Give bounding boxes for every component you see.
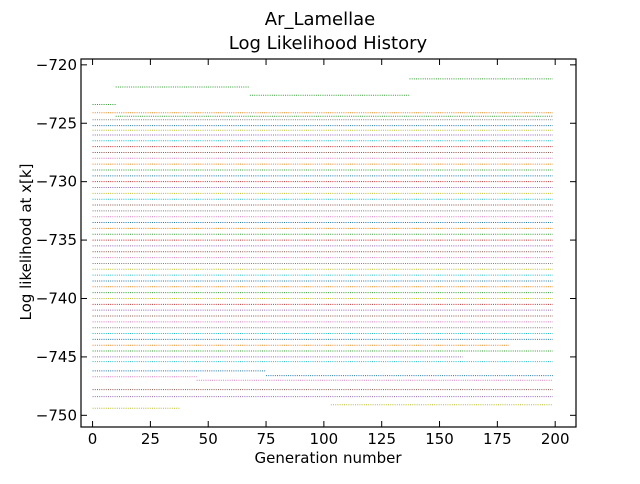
x-tick-label-5: 125 [367, 430, 396, 448]
x-tick-label-6: 150 [425, 430, 454, 448]
y-tick-label-3: −735 [36, 231, 77, 249]
x-axis-label: Generation number [255, 449, 403, 467]
series-50 [92, 404, 553, 409]
y-tick-label-5: −745 [36, 348, 77, 366]
y-tick-label-4: −740 [36, 289, 77, 307]
y-tick-label-0: −720 [36, 56, 77, 74]
chart-title: Ar_Lamellae [265, 9, 376, 30]
series-46 [92, 370, 553, 377]
series-0 [115, 78, 553, 96]
y-axis-label: Log likelihood at x[k] [17, 164, 35, 321]
x-tick-label-7: 175 [483, 430, 512, 448]
x-tick-label-3: 75 [256, 430, 275, 448]
y-tick-label-1: −725 [36, 114, 77, 132]
series-1 [92, 104, 553, 117]
series-layer [92, 78, 553, 409]
y-tick-label-6: −750 [36, 406, 77, 424]
x-tick-label-1: 25 [141, 430, 160, 448]
y-tick-label-2: −730 [36, 173, 77, 191]
axes-layer: 0 25 50 75 100 125 150 175 200 −720 −725 −730 −735 −7… [36, 56, 577, 448]
chart-subtitle: Log Likelihood History [229, 33, 428, 54]
series-47 [92, 376, 553, 381]
x-tick-label-8: 200 [541, 430, 570, 448]
x-tick-label-2: 50 [199, 430, 218, 448]
plot-frame [80, 58, 577, 428]
x-tick-label-4: 100 [310, 430, 339, 448]
x-tick-label-0: 0 [88, 430, 98, 448]
